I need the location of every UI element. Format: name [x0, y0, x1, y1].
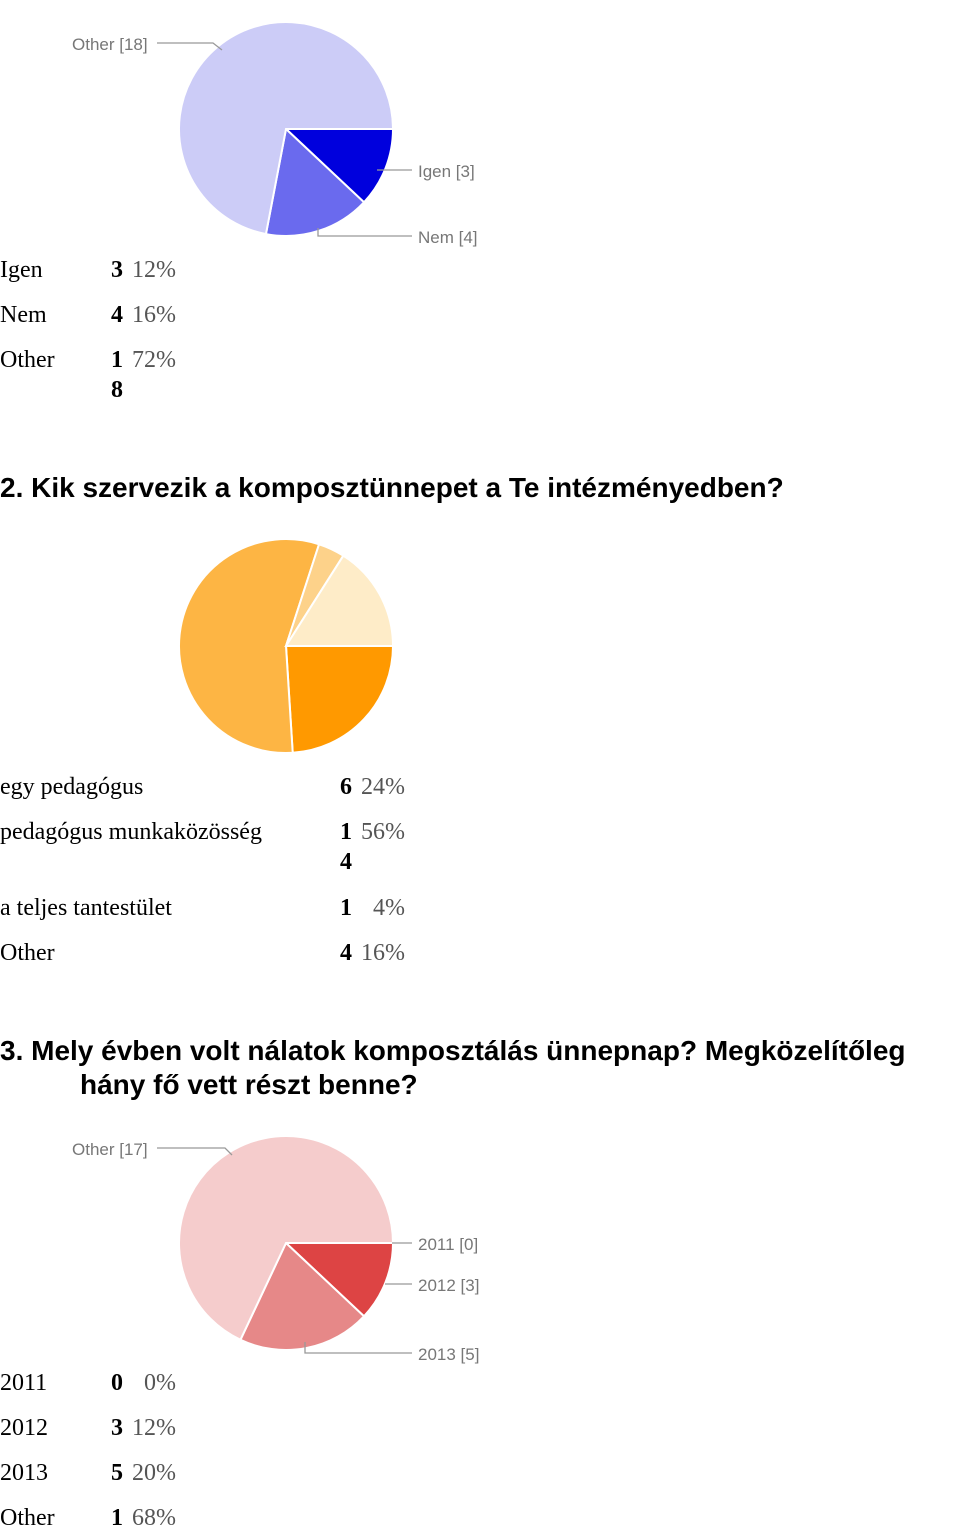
- row-count: 5: [111, 1458, 127, 1488]
- row-count: 4: [340, 938, 356, 968]
- row-percent: 16%: [132, 302, 176, 328]
- row-percent: 16%: [361, 940, 405, 966]
- pie-slice-other: [178, 1135, 395, 1342]
- row-percent: 56%: [361, 819, 405, 845]
- row-count-digit: 5: [111, 1460, 123, 1486]
- callout-2012: 2012 [3]: [418, 1276, 479, 1295]
- row-count: 4: [111, 300, 127, 330]
- pie-slice-nem: [264, 127, 366, 237]
- row-count: 3: [111, 255, 127, 285]
- row-count: 1: [111, 1503, 127, 1533]
- pie-chart-1: Other [18] Igen [3] Nem [4]: [72, 21, 478, 247]
- row-count: 6: [340, 772, 356, 802]
- question-2-title: 2. Kik szervezik a komposztünnepet a Te …: [0, 472, 784, 503]
- callout-other: Other [18]: [72, 35, 148, 54]
- callout-nem: Nem [4]: [418, 228, 478, 247]
- row-label: 2012: [0, 1415, 48, 1441]
- row-label: Nem: [0, 302, 47, 328]
- row-label: Other: [0, 1505, 55, 1531]
- callout-2013: 2013 [5]: [418, 1345, 479, 1364]
- callout-igen: Igen [3]: [418, 162, 475, 181]
- callout-2011: 2011 [0]: [418, 1235, 478, 1254]
- pie-chart-1-callouts: Other [18] Igen [3] Nem [4]: [72, 35, 478, 247]
- row-label: 2011: [0, 1370, 48, 1396]
- row-count-digit: 6: [340, 774, 352, 800]
- pie-slice-2012: [283, 1242, 395, 1318]
- row-percent: 24%: [361, 774, 405, 800]
- row-count-digit: 4: [340, 849, 352, 875]
- row-label: a teljes tantestület: [0, 895, 172, 921]
- row-label: Other: [0, 940, 55, 966]
- row-count-digit: 1: [111, 1505, 123, 1531]
- row-percent: 4%: [373, 895, 405, 921]
- callout-other: Other [17]: [72, 1140, 148, 1159]
- row-label: Igen: [0, 257, 43, 283]
- pie-chart-3-callouts: Other [17] 2011 [0] 2012 [3] 2013 [5]: [72, 1140, 479, 1364]
- question-3-line-1: 3. Mely évben volt nálatok komposztálás …: [0, 1035, 906, 1066]
- row-percent: 20%: [132, 1460, 176, 1486]
- row-count-digit: 3: [111, 1415, 123, 1441]
- question-3-title: 3. Mely évben volt nálatok komposztálás …: [0, 1034, 906, 1102]
- row-label: pedagógus munkaközösség: [0, 819, 262, 845]
- pie-chart-3: Other [17] 2011 [0] 2012 [3] 2013 [5]: [72, 1135, 479, 1364]
- row-count-digit: 1: [340, 895, 352, 921]
- row-count-digit: 1: [340, 819, 352, 845]
- pie-slice-igen: [283, 128, 395, 204]
- row-percent: 0%: [144, 1370, 176, 1396]
- row-count: 3: [111, 1413, 127, 1443]
- row-count-digit: 8: [111, 377, 123, 403]
- row-count: 1 4: [340, 817, 356, 877]
- row-count-digit: 4: [111, 302, 123, 328]
- row-count-digit: 1: [111, 347, 123, 373]
- pie-chart-2: [178, 538, 395, 754]
- pie-slice-2013: [239, 1241, 366, 1351]
- row-label: egy pedagógus: [0, 774, 144, 800]
- row-label: Other: [0, 347, 55, 373]
- row-count: 0: [111, 1368, 127, 1398]
- row-percent: 12%: [132, 1415, 176, 1441]
- pie-slice-other: [284, 554, 395, 647]
- row-count: 1: [340, 893, 356, 923]
- row-count-digit: 0: [111, 1370, 123, 1396]
- row-count-digit: 3: [111, 257, 123, 283]
- pie-slice-egy-pedag-gus: [284, 645, 395, 754]
- pie-slice-pedag-gus-munkak-z-ss-g: [178, 538, 321, 754]
- row-percent: 12%: [132, 257, 176, 283]
- row-count: 1 8: [111, 345, 127, 405]
- question-3-line-2: hány fő vett részt benne?: [80, 1069, 418, 1100]
- row-percent: 72%: [132, 347, 176, 373]
- row-percent: 68%: [132, 1505, 176, 1531]
- row-label: 2013: [0, 1460, 48, 1486]
- row-count-digit: 4: [340, 940, 352, 966]
